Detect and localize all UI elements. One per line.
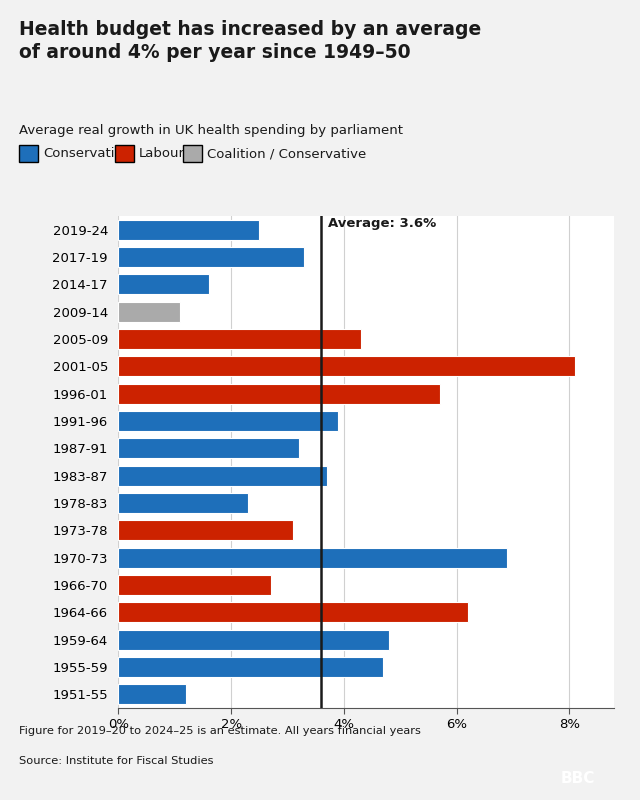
Bar bbox=[118, 220, 259, 239]
Bar bbox=[118, 493, 248, 513]
Bar bbox=[118, 357, 575, 376]
Bar bbox=[118, 247, 305, 267]
Text: Average real growth in UK health spending by parliament: Average real growth in UK health spendin… bbox=[19, 124, 403, 137]
Bar bbox=[118, 630, 389, 650]
Bar bbox=[118, 685, 186, 704]
Text: Coalition / Conservative: Coalition / Conservative bbox=[207, 147, 366, 160]
Text: Average: 3.6%: Average: 3.6% bbox=[328, 218, 436, 230]
Bar bbox=[118, 302, 180, 322]
Text: Health budget has increased by an average
of around 4% per year since 1949–50: Health budget has increased by an averag… bbox=[19, 20, 481, 62]
Text: Source: Institute for Fiscal Studies: Source: Institute for Fiscal Studies bbox=[19, 756, 214, 766]
Bar bbox=[118, 274, 209, 294]
Text: Figure for 2019–20 to 2024–25 is an estimate. All years financial years: Figure for 2019–20 to 2024–25 is an esti… bbox=[19, 726, 421, 736]
Bar bbox=[118, 657, 383, 677]
Text: Conservative: Conservative bbox=[44, 147, 131, 160]
Bar bbox=[118, 329, 361, 349]
Bar bbox=[118, 466, 327, 486]
Bar bbox=[118, 384, 440, 403]
Bar bbox=[118, 411, 338, 431]
Bar bbox=[118, 521, 293, 540]
Bar bbox=[118, 602, 468, 622]
Text: Labour: Labour bbox=[139, 147, 185, 160]
Bar bbox=[118, 438, 299, 458]
Text: BBC: BBC bbox=[561, 771, 595, 786]
Bar bbox=[118, 575, 271, 595]
Bar bbox=[118, 548, 508, 567]
